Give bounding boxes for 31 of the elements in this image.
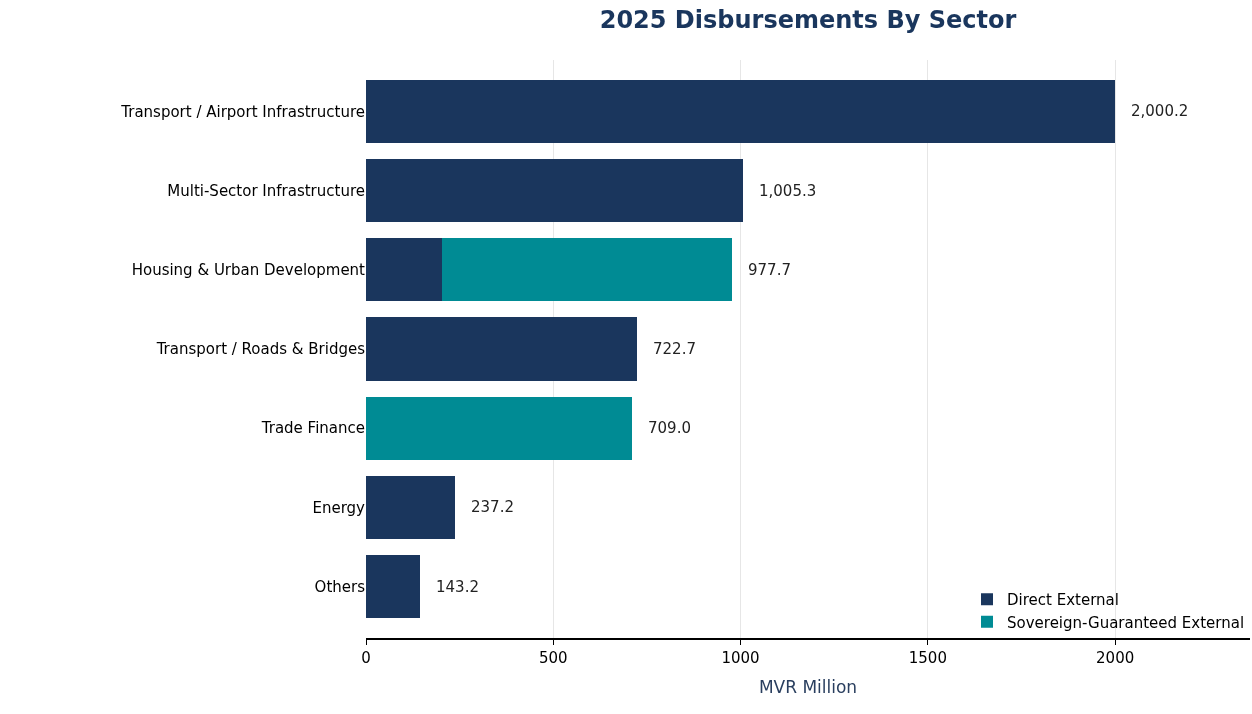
- bar: [366, 554, 420, 619]
- legend-label: Direct External: [1007, 591, 1119, 610]
- total-label: 722.7: [653, 340, 696, 358]
- x-axis-title: MVR Million: [758, 676, 858, 697]
- bar: [366, 158, 743, 223]
- y-tick-label: Housing & Urban Development: [131, 261, 366, 280]
- x-tick-label: 2000: [1096, 648, 1135, 667]
- y-tick-label: Trade Finance: [260, 419, 365, 438]
- y-tick-label: Multi-Sector Infrastructure: [167, 181, 365, 200]
- bar: [366, 238, 443, 302]
- total-label: 1,005.3: [759, 182, 817, 200]
- bar: [366, 475, 455, 540]
- bar: [366, 79, 1116, 144]
- y-tick-label: Transport / Airport Infrastructure: [120, 102, 365, 121]
- x-tick-label: 0: [361, 648, 371, 667]
- total-label: 709.0: [648, 419, 691, 437]
- total-label: 977.7: [748, 261, 791, 279]
- bar: [442, 238, 733, 302]
- chart-title: 2025 Disbursements By Sector: [599, 5, 1017, 34]
- x-tick-label: 1500: [908, 648, 947, 667]
- bar: [366, 317, 637, 381]
- legend-label: Sovereign-Guaranteed External: [1007, 613, 1245, 632]
- x-tick-label: 1000: [721, 648, 760, 667]
- y-tick-label: Others: [314, 577, 366, 596]
- y-tick-label: Energy: [312, 498, 366, 517]
- x-tick-label: 500: [538, 648, 568, 667]
- total-label: 2,000.2: [1131, 102, 1189, 120]
- total-label: 143.2: [436, 578, 479, 596]
- total-label: 237.2: [471, 498, 514, 516]
- bar: [366, 396, 632, 460]
- y-tick-label: Transport / Roads & Bridges: [155, 340, 366, 359]
